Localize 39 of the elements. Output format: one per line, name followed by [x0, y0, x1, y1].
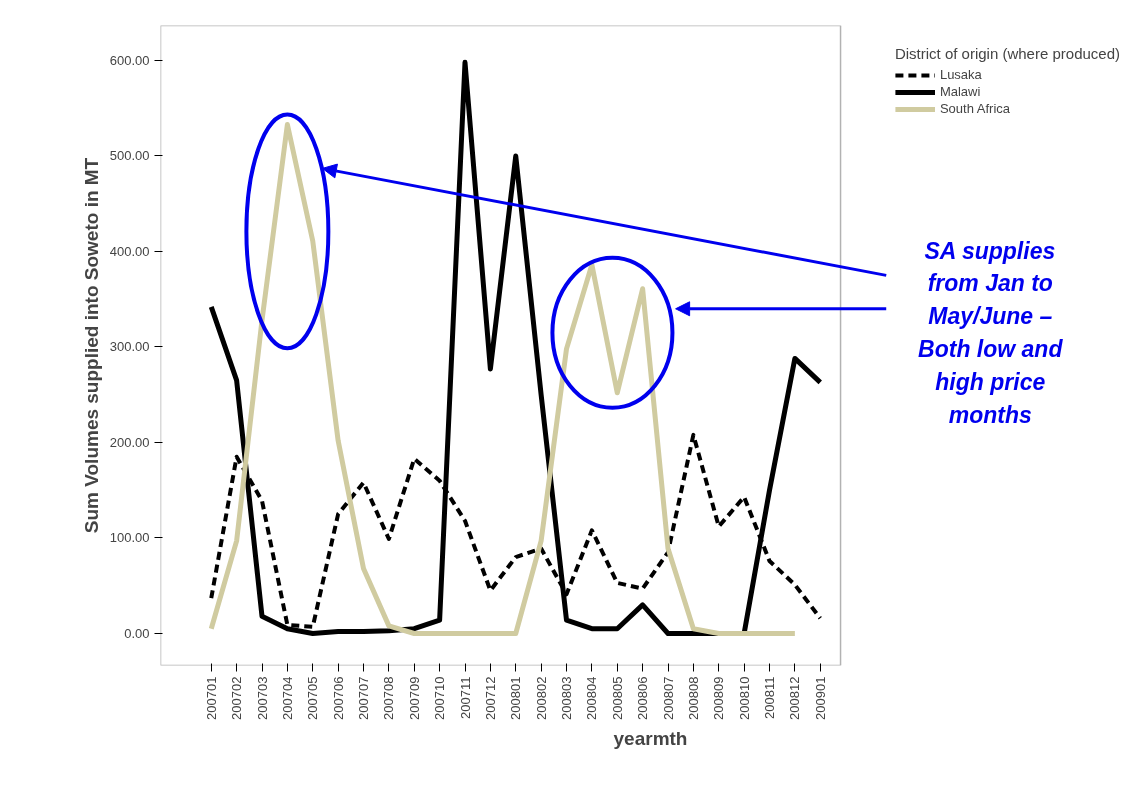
y-tick-label: 400.00 — [109, 243, 150, 259]
x-tick-label: 200810 — [736, 676, 752, 720]
legend-label: South Africa — [939, 101, 1011, 116]
y-tick-label: 500.00 — [109, 148, 150, 164]
x-tick-label: 200708 — [381, 676, 397, 720]
x-tick-label: 200701 — [203, 676, 219, 720]
x-tick-label: 200712 — [482, 676, 498, 720]
legend-label: Lusaka — [939, 67, 982, 82]
y-axis-title: Sum Volumes supplied into Soweto in MT — [80, 157, 102, 534]
x-tick-label: 200812 — [787, 676, 803, 720]
x-axis-title: yearmth — [613, 727, 688, 749]
x-tick-label: 200711 — [457, 676, 473, 719]
legend-title: District of origin (where produced) — [894, 45, 1120, 62]
x-tick-label: 200801 — [508, 676, 524, 720]
text: SA supplies from Jan to May/June – Both low and high price months — [918, 237, 1064, 429]
x-tick-label: 200706 — [330, 676, 346, 720]
x-tick-label: 200802 — [533, 676, 549, 720]
x-tick-label: 200803 — [559, 676, 574, 720]
y-tick-label: 200.00 — [109, 434, 150, 450]
x-tick-label: 200703 — [254, 676, 270, 720]
y-tick-label: 600.00 — [109, 52, 150, 68]
x-tick-label: 200809 — [711, 676, 727, 720]
x-tick-label: 200808 — [685, 676, 701, 720]
x-tick-label: 200702 — [229, 676, 245, 720]
x-tick-label: 200704 — [279, 676, 295, 720]
x-tick-label: 200804 — [584, 676, 600, 720]
x-tick-label: 200707 — [356, 676, 371, 720]
x-tick-label: 200901 — [812, 676, 828, 720]
x-tick-label: 200805 — [609, 676, 625, 720]
x-tick-label: 200709 — [406, 676, 422, 720]
x-tick-label: 200807 — [660, 676, 676, 720]
x-tick-label: 200710 — [432, 676, 448, 720]
x-tick-label: 200806 — [635, 676, 651, 720]
x-tick-label: 200705 — [305, 676, 321, 720]
y-tick-label: 300.00 — [109, 339, 150, 355]
x-tick-label: 200811 — [762, 676, 777, 719]
y-tick-label: 100.00 — [109, 530, 150, 546]
y-tick-label: 0.00 — [124, 626, 150, 641]
legend-label: Malawi — [939, 84, 981, 99]
